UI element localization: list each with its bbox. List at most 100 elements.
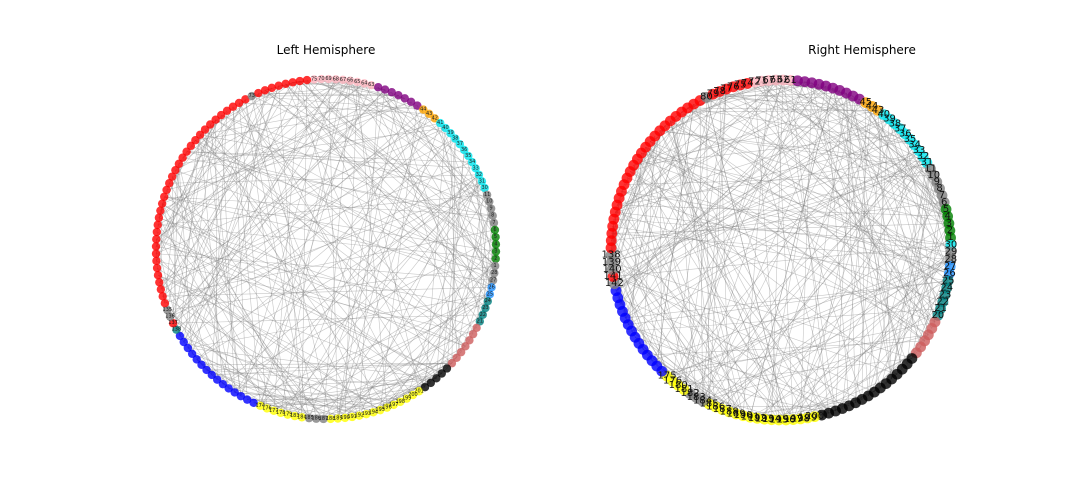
connection-edge (846, 92, 921, 348)
connection-edge (156, 231, 442, 374)
region-node (153, 220, 162, 230)
connection-edge (251, 95, 424, 110)
connection-edge (846, 93, 869, 396)
region-node (191, 136, 200, 145)
region-node (482, 190, 492, 199)
connection-edge (874, 139, 911, 393)
connection-edge (196, 187, 485, 360)
connection-edge (664, 125, 829, 414)
connection-edge (641, 152, 949, 224)
connection-edge (251, 96, 317, 419)
region-node (202, 365, 211, 375)
connection-edge (162, 101, 412, 204)
region-node (171, 165, 180, 175)
node-label: 79 (707, 89, 720, 100)
node-label: 180 (669, 380, 688, 391)
connection-edge (259, 80, 351, 406)
connection-edge (156, 119, 216, 261)
connection-edge (238, 102, 367, 415)
connection-edge (743, 395, 869, 417)
connection-edge (661, 334, 929, 372)
connection-edge (156, 260, 381, 411)
connection-edge (182, 87, 272, 158)
connection-edge (251, 95, 407, 399)
connection-edge (625, 280, 949, 319)
node-label: 30 (945, 239, 958, 250)
connection-edge (616, 204, 780, 421)
connection-edge (614, 147, 646, 284)
connection-edge (195, 139, 494, 281)
connection-edge (206, 369, 346, 419)
connection-edge (637, 158, 829, 414)
connection-edge (266, 373, 442, 409)
region-node (353, 77, 362, 87)
connection-edge (183, 119, 216, 343)
connection-edge (614, 107, 688, 284)
region-node (471, 164, 480, 173)
region-node (402, 394, 411, 403)
connection-edge (292, 82, 491, 295)
region-node (389, 400, 398, 410)
connection-edge (631, 156, 924, 332)
node-label: 39 (883, 114, 896, 125)
connection-edge (155, 239, 181, 337)
connection-edge (659, 130, 931, 170)
node-label: 77 (720, 84, 733, 95)
connection-edge (611, 201, 945, 241)
region-node (474, 170, 484, 179)
connection-edge (807, 106, 873, 418)
connection-edge (285, 83, 496, 267)
connection-edge (659, 130, 663, 372)
node-label: 190 (340, 415, 350, 421)
node-label: 4 (494, 241, 497, 247)
region-node (387, 88, 396, 97)
node-label: 29 (945, 247, 958, 258)
node-label: 141 (604, 271, 623, 282)
connection-edge (687, 107, 947, 289)
node-label: 31 (479, 178, 485, 184)
region-node (408, 390, 418, 400)
node-label: 40 (877, 109, 890, 120)
connection-edge (308, 113, 430, 419)
connection-edge (349, 80, 420, 392)
node-label: 21 (477, 318, 483, 324)
connection-edge (687, 107, 915, 146)
connection-edge (859, 99, 948, 217)
connection-edge (156, 80, 351, 240)
region-node (324, 74, 333, 84)
connection-edge (617, 297, 679, 386)
node-label: 2 (494, 256, 497, 262)
region-node (206, 120, 215, 129)
region-node (247, 91, 256, 101)
connection-edge (313, 79, 476, 169)
connection-edge (158, 217, 466, 347)
connection-edge (877, 110, 936, 323)
connection-edge (855, 114, 885, 403)
node-label: 5 (494, 234, 497, 240)
region-node (480, 183, 489, 193)
connection-edge (160, 210, 324, 420)
connection-edge (162, 296, 360, 416)
connection-edge (624, 107, 688, 319)
connection-edge (156, 238, 466, 347)
connection-edge (337, 280, 494, 419)
node-label: 28 (491, 270, 497, 276)
connection-edge (842, 106, 873, 409)
connection-edge (719, 91, 730, 412)
connection-edge (683, 223, 950, 390)
connection-edge (161, 203, 437, 379)
connection-edge (618, 80, 798, 199)
region-node (490, 225, 500, 235)
connection-edge (285, 83, 486, 309)
region-node (165, 179, 174, 188)
connection-edge (379, 287, 492, 411)
region-node (162, 185, 171, 195)
region-node (478, 310, 487, 319)
connection-edge (287, 294, 491, 415)
connection-edge (615, 102, 866, 291)
connection-edge (659, 130, 927, 164)
node-label: 45 (859, 97, 872, 108)
connection-edge (278, 85, 303, 418)
connection-edge (616, 118, 890, 206)
connection-edge (238, 102, 426, 388)
